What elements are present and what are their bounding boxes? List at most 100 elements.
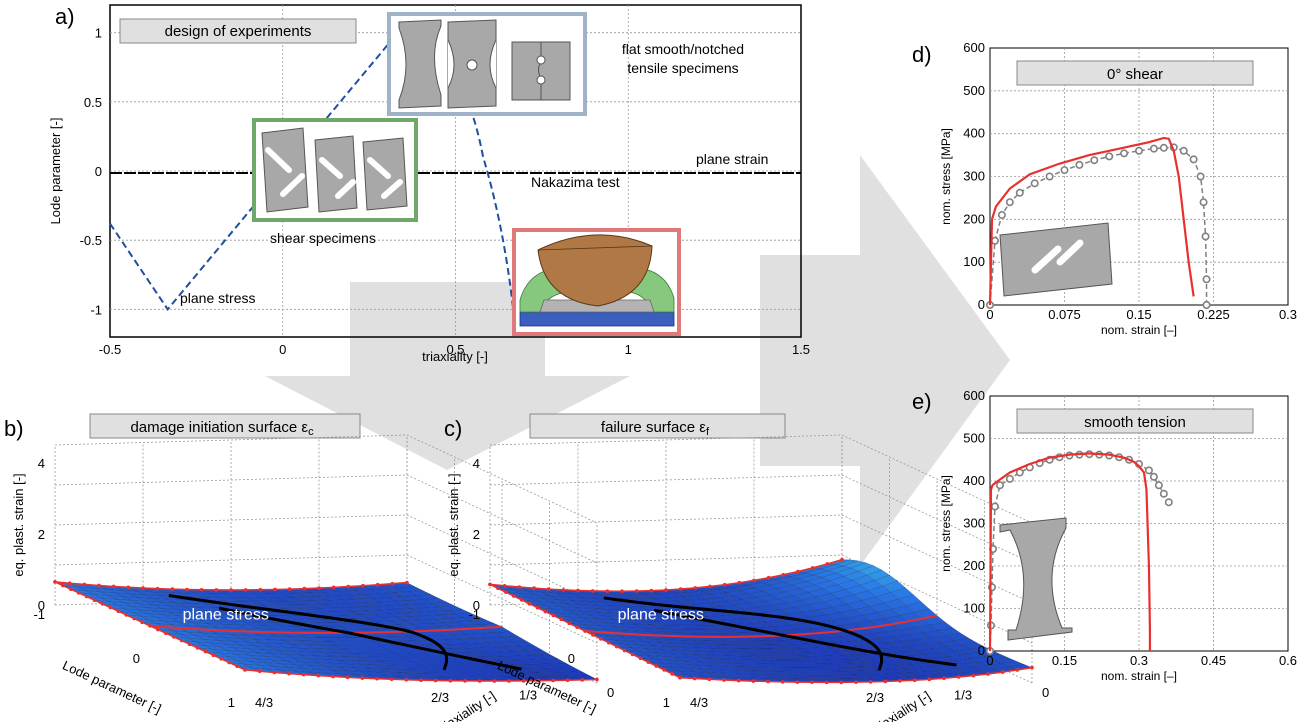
experiment-point [1202, 300, 1211, 309]
arrow-right [760, 155, 1010, 566]
lode-tick: 0 [568, 651, 575, 666]
experiment-point [1005, 198, 1014, 207]
triax-tick: 0 [607, 685, 614, 700]
y-tick: 200 [963, 211, 985, 226]
title-box [1016, 60, 1254, 86]
shear-specimen-icon [999, 222, 1113, 297]
y-tick: 100 [963, 601, 985, 616]
lode-edge-curves [53, 580, 599, 683]
experiment-point [1045, 172, 1054, 181]
triax-tick: 0 [1042, 685, 1049, 700]
x-tick-a: 0.5 [446, 342, 464, 357]
chart-title: smooth tension [1084, 414, 1186, 431]
x-tick: 0 [986, 307, 993, 322]
x-tick: 0.3 [1279, 307, 1297, 322]
shear-specimens-label: shear specimens [270, 230, 376, 246]
experiment-curve [989, 453, 1170, 652]
experiment-point [1135, 146, 1144, 155]
lode-zero-line [149, 624, 503, 634]
z-tick: 2 [38, 527, 45, 542]
x-tick: 0.15 [1126, 307, 1151, 322]
triax-tick: 1/3 [519, 688, 537, 703]
y-tick: 300 [963, 516, 985, 531]
z-tick: 4 [38, 456, 45, 471]
surface-mesh [489, 559, 1033, 683]
experiment-point [1005, 474, 1014, 483]
experiment-point [995, 481, 1004, 490]
experiment-point [990, 502, 999, 511]
experiment-point [1090, 156, 1099, 165]
y-tick: 600 [963, 388, 985, 403]
y-tick: 400 [963, 473, 985, 488]
experiment-point [1015, 188, 1024, 197]
plane-stress-annotation: plane stress [183, 607, 269, 624]
y-tick: 100 [963, 254, 985, 269]
y-tick-a: 0 [95, 164, 102, 179]
triax-tick: 2/3 [431, 690, 449, 705]
triax-tick: 4/3 [255, 695, 273, 710]
lode-edge-curves [488, 557, 1034, 685]
x-tick: 0 [986, 653, 993, 668]
triax-tick: 1/3 [954, 688, 972, 703]
experiment-point [1120, 149, 1129, 158]
panel-a-label: a) [55, 4, 75, 29]
panel-b-label: b) [4, 416, 24, 441]
simulation-curve [988, 452, 1152, 652]
y-axis-label: nom. stress [MPa] [939, 128, 953, 225]
x-tick-a: 1 [625, 342, 632, 357]
experiment-point [1149, 144, 1158, 153]
plane-stress-annotation: plane stress [618, 607, 704, 624]
experiment-point [1179, 146, 1188, 155]
plane-stress-curves [168, 594, 522, 671]
x-axis-label-a: triaxiality [-] [422, 349, 488, 364]
x-axis-label: nom. strain [–] [1101, 323, 1177, 337]
tensile-specimen-icon [999, 517, 1073, 641]
y-axis-label-a: Lode parameter [-] [48, 118, 63, 225]
y-tick: 600 [963, 40, 985, 55]
lode-zero-line [584, 614, 938, 638]
experiment-point [1189, 155, 1198, 164]
y-tick: 200 [963, 558, 985, 573]
triax-tick: 4/3 [690, 695, 708, 710]
lode-tick: 1 [663, 695, 670, 710]
experiment-point [1201, 232, 1210, 241]
z-axis-label: eq. plast. strain [-] [446, 473, 461, 576]
plane-stress-curves [603, 596, 957, 671]
experiment-point [990, 236, 999, 245]
experiment-point [997, 211, 1006, 220]
experiment-point [1164, 498, 1173, 507]
z-tick: 0 [473, 598, 480, 613]
y-tick: 0 [978, 643, 985, 658]
lode-axis-label: Lode parameter [-] [60, 658, 163, 717]
experiment-point [1060, 166, 1069, 175]
y-tick: 500 [963, 431, 985, 446]
title-box-a [119, 18, 357, 44]
surface-mesh [54, 581, 598, 682]
lode-tick: -1 [468, 607, 480, 622]
z-tick: 2 [473, 527, 480, 542]
y-tick: 400 [963, 126, 985, 141]
x-tick-a: 1.5 [792, 342, 810, 357]
panel-c-label: c) [444, 416, 462, 441]
y-axis-label: nom. stress [MPa] [939, 475, 953, 572]
z-tick: 0 [38, 598, 45, 613]
panel-b: b) damage initiation surface εc 024-1010… [4, 413, 614, 722]
panel-a: a) -0.5 0 0.5 1 1.5 -1 -0.5 0 0.5 1 triaxiality [… [48, 4, 810, 364]
y-tick-a: -0.5 [80, 233, 102, 248]
simulation-curve [988, 136, 1195, 306]
x-tick: 0.45 [1201, 653, 1226, 668]
lode-tick: 0 [133, 651, 140, 666]
panel-d-label: d) [912, 42, 932, 67]
y-tick: 0 [978, 297, 985, 312]
experiment-point [1196, 172, 1205, 181]
x-tick: 0.6 [1279, 653, 1297, 668]
x-tick: 0.15 [1052, 653, 1077, 668]
experiment-point [1075, 160, 1084, 169]
y-tick-a: 0.5 [84, 95, 102, 110]
title-box-b [89, 413, 361, 439]
panel-e-label: e) [912, 389, 932, 414]
nakazima-inset [512, 228, 681, 336]
panel-c: c) failure surface εf 024-10101/32/34/3e… [444, 413, 1049, 722]
